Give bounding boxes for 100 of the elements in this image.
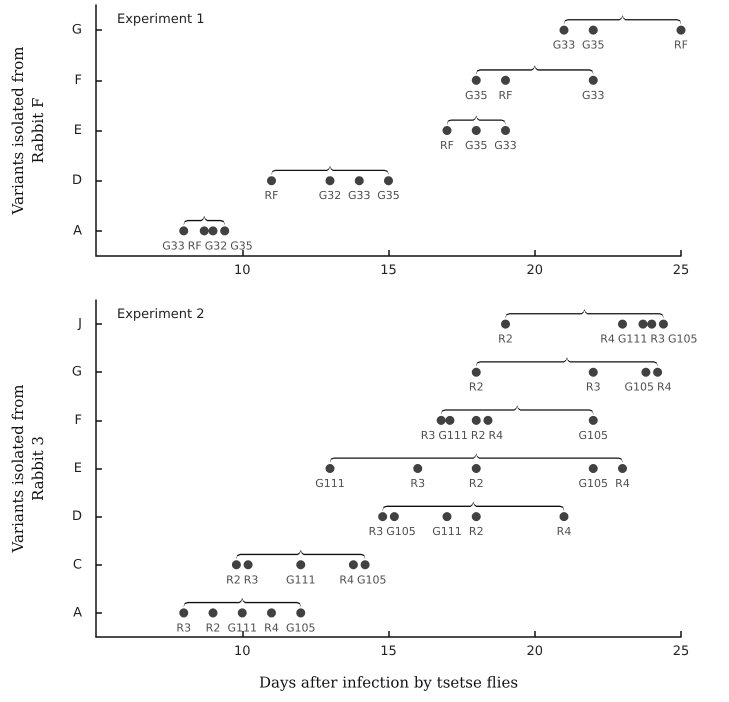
data-label: R3 xyxy=(176,621,192,634)
point xyxy=(378,512,388,522)
data-label: G35 xyxy=(230,239,253,252)
point xyxy=(641,368,650,377)
point xyxy=(413,464,422,473)
annotation: Experiment 2 xyxy=(117,307,205,322)
x-tick-label: 15 xyxy=(380,644,397,659)
y-tick-label: D xyxy=(72,509,82,524)
data-label: G33 xyxy=(162,239,185,252)
point xyxy=(560,26,568,35)
data-label: R2 xyxy=(498,332,513,346)
data-label: G32 xyxy=(318,189,342,202)
data-label: G105 xyxy=(357,573,387,586)
data-label: G35 xyxy=(377,189,400,202)
data-label: G111 xyxy=(618,332,648,346)
point xyxy=(208,226,218,236)
point xyxy=(442,126,452,135)
data-label: G105 xyxy=(668,332,698,346)
y-tick-label: D xyxy=(72,173,82,188)
data-label: RF xyxy=(188,239,202,252)
x-tick-label: 20 xyxy=(526,263,544,278)
point xyxy=(472,76,481,85)
point xyxy=(588,26,598,35)
point xyxy=(618,320,627,329)
point xyxy=(296,560,306,570)
point xyxy=(326,176,334,186)
data-label: R2 xyxy=(468,380,484,394)
point xyxy=(658,320,668,329)
y-tick-label: A xyxy=(73,223,82,238)
data-label: R4 xyxy=(339,573,354,586)
point xyxy=(472,512,481,522)
point xyxy=(501,76,510,85)
point xyxy=(472,368,481,377)
data-label: R3 xyxy=(586,380,601,394)
point xyxy=(267,176,276,186)
data-label: G35 xyxy=(464,88,488,102)
data-label: R3 xyxy=(650,332,666,346)
data-label: G33 xyxy=(582,88,605,102)
point xyxy=(267,608,276,618)
data-label: G111 xyxy=(315,477,345,490)
y-axis-title: Variants isolated from Rabbit 3 xyxy=(9,384,47,554)
data-label: G105 xyxy=(386,525,416,538)
point xyxy=(442,512,452,522)
data-label: G111 xyxy=(432,525,462,538)
y-tick-label: C xyxy=(72,557,82,572)
y-tick-label: A xyxy=(73,605,82,620)
point xyxy=(483,416,492,425)
y-tick-label: J xyxy=(77,316,82,332)
point xyxy=(244,560,253,570)
data-label: G105 xyxy=(286,621,316,634)
point xyxy=(588,76,598,85)
point xyxy=(588,368,598,377)
data-label: G35 xyxy=(582,38,605,52)
data-label: G111 xyxy=(227,621,258,634)
point xyxy=(390,512,399,522)
point xyxy=(200,226,209,236)
point xyxy=(560,512,568,522)
data-label: R4 xyxy=(488,428,504,442)
data-label: R4 xyxy=(615,477,630,490)
point xyxy=(360,560,370,570)
data-label: G111 xyxy=(286,573,316,586)
y-tick-label: F xyxy=(74,72,82,88)
point xyxy=(445,416,454,425)
x-tick-label: 10 xyxy=(234,263,251,278)
data-label: G33 xyxy=(348,189,371,202)
point xyxy=(588,464,598,473)
data-label: R3 xyxy=(410,477,426,490)
point xyxy=(326,464,334,473)
data-label: G33 xyxy=(494,139,517,152)
data-label: R4 xyxy=(264,621,279,634)
x-tick-label: 25 xyxy=(672,644,690,659)
data-label: R4 xyxy=(556,525,572,538)
x-tick-label: 25 xyxy=(672,263,690,278)
x-tick-label: 15 xyxy=(380,263,397,278)
data-label: G111 xyxy=(438,428,468,442)
y-tick-label: E xyxy=(74,461,82,476)
point xyxy=(232,560,241,570)
point xyxy=(472,464,481,473)
point xyxy=(618,464,627,473)
data-label: G32 xyxy=(204,239,228,252)
point xyxy=(208,608,218,618)
point xyxy=(638,320,648,329)
point xyxy=(238,608,247,618)
point xyxy=(179,608,188,618)
data-label: G33 xyxy=(552,38,576,52)
y-tick-label: F xyxy=(74,412,82,428)
point xyxy=(436,416,446,425)
data-label: R2 xyxy=(468,525,484,538)
point xyxy=(588,416,598,425)
y-tick-label: G xyxy=(72,364,82,380)
y-tick-label: E xyxy=(74,123,82,138)
data-label: R2 xyxy=(468,477,484,490)
point xyxy=(348,560,358,570)
point xyxy=(472,416,481,425)
data-label: R4 xyxy=(656,380,672,394)
annotation: Experiment 1 xyxy=(117,12,205,27)
data-label: RF xyxy=(440,139,454,152)
y-tick-label: G xyxy=(72,22,82,38)
point xyxy=(384,176,393,186)
data-label: R3 xyxy=(420,428,436,442)
